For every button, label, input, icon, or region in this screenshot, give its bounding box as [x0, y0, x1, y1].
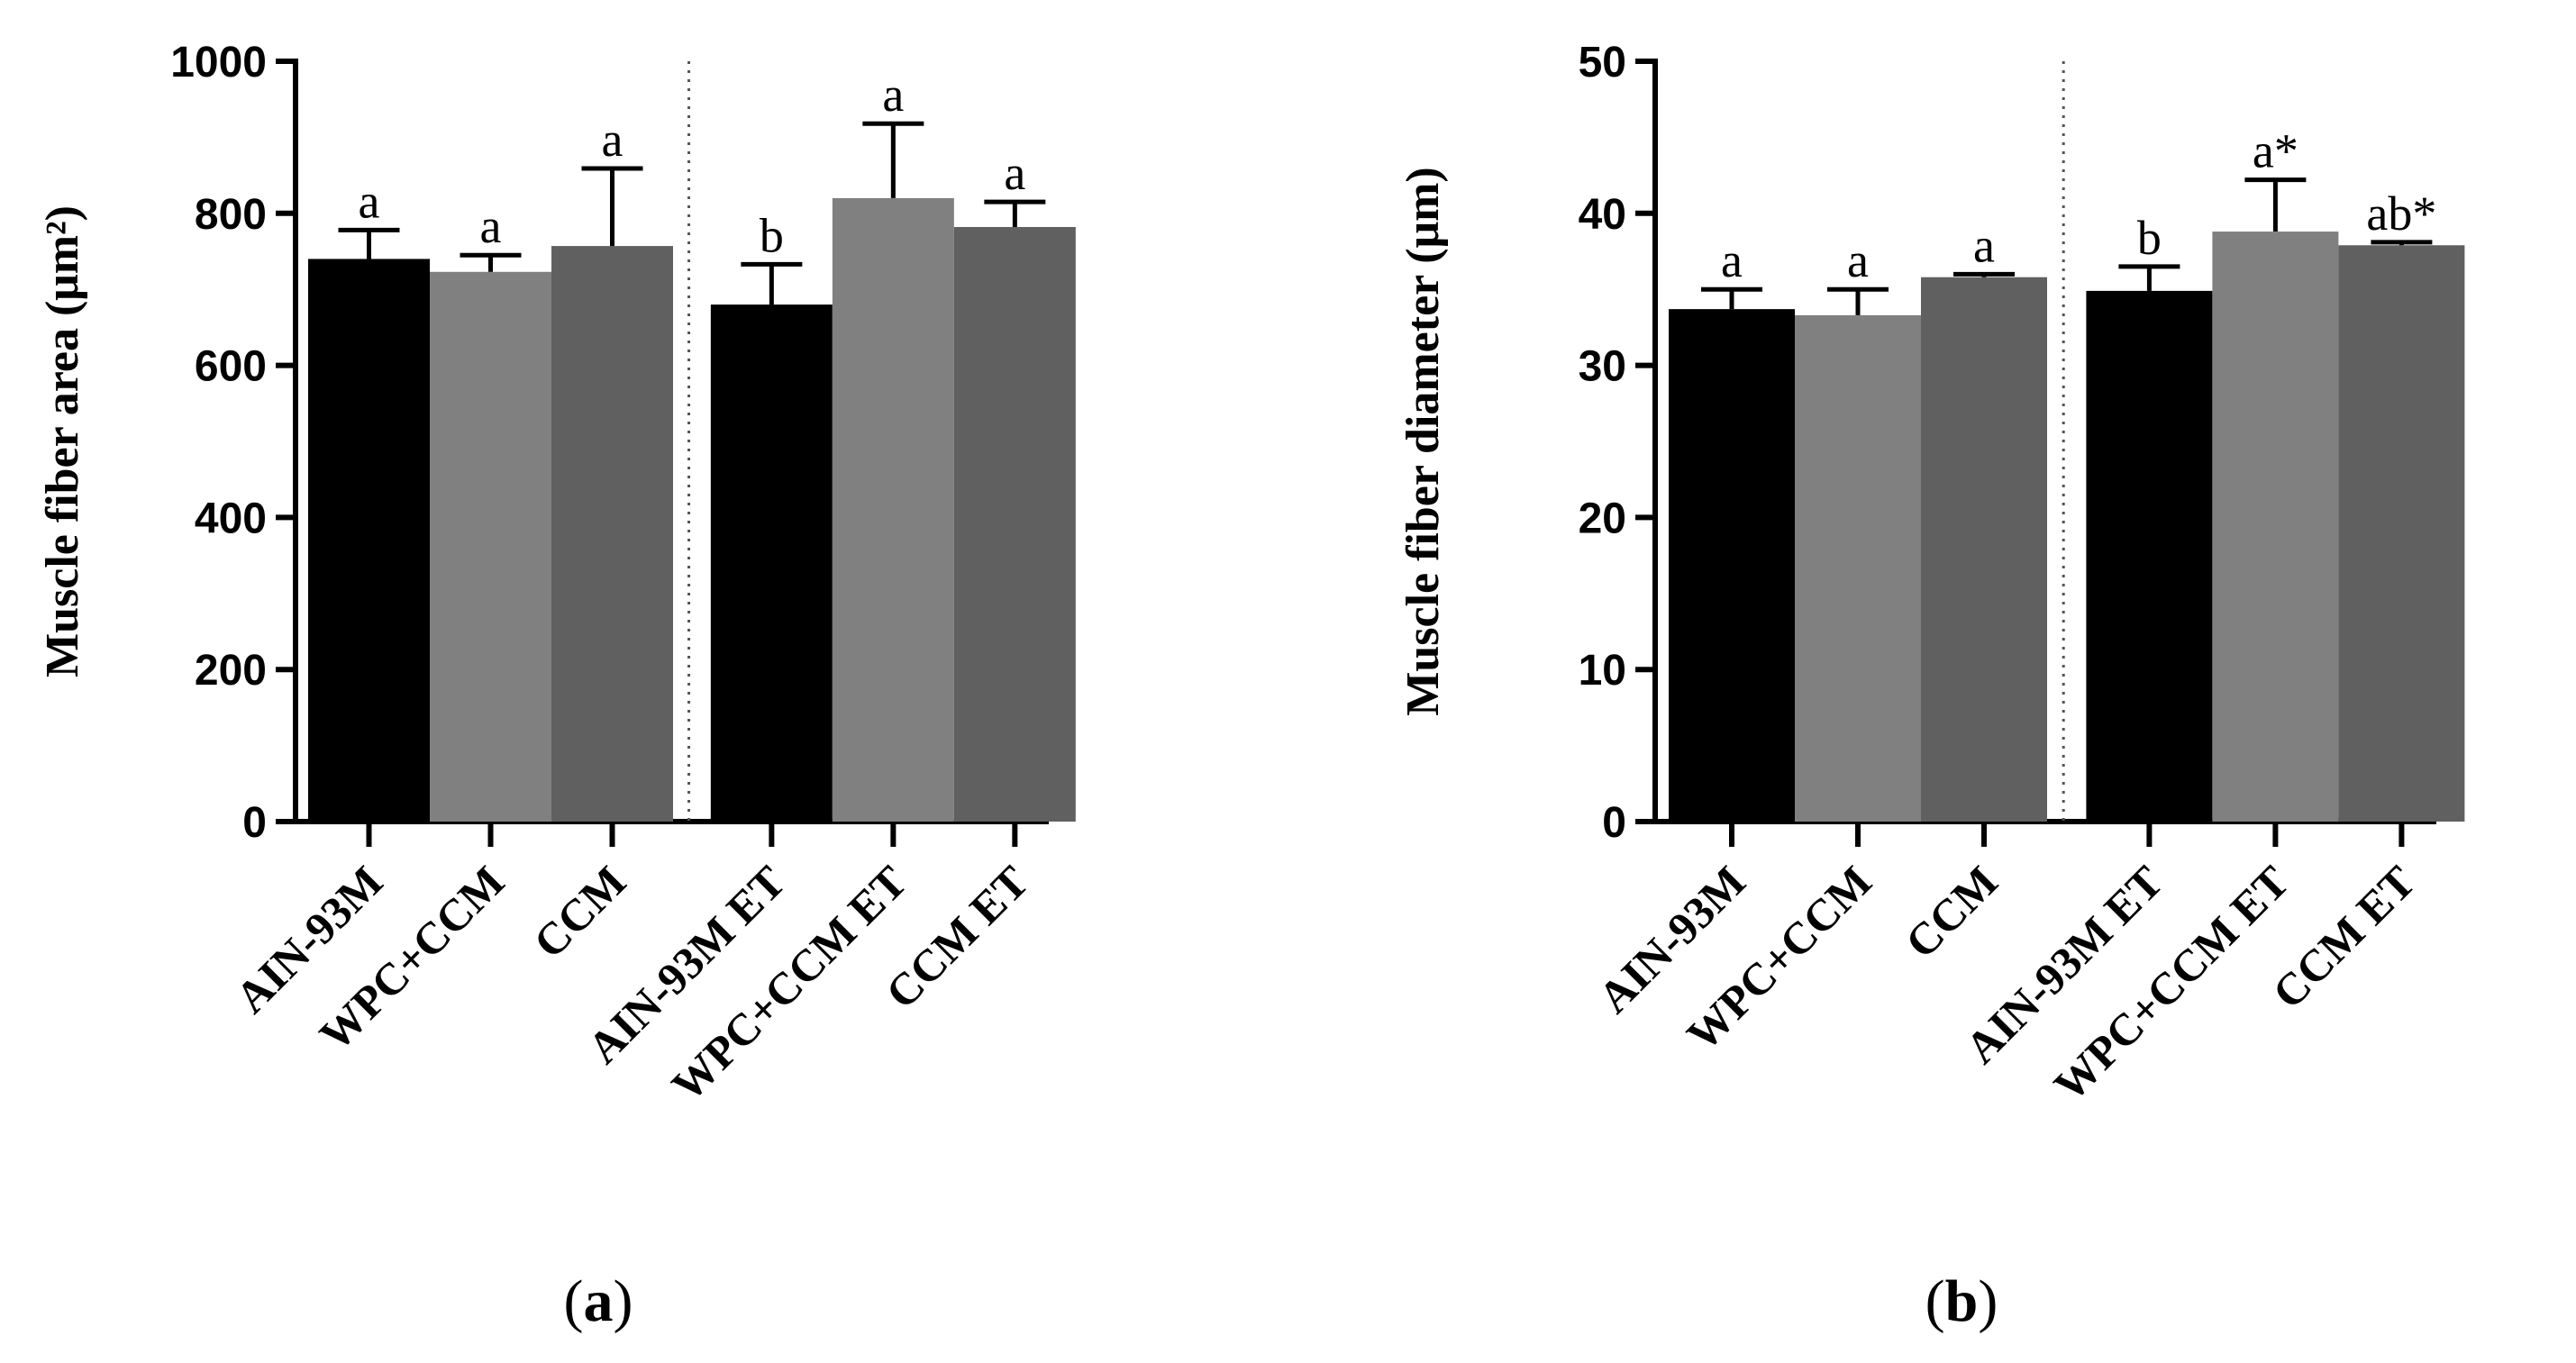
y-tick-label: 800	[195, 191, 267, 239]
bar	[430, 271, 551, 822]
significance-label: a	[1847, 233, 1869, 287]
x-tick-label: CCM	[523, 856, 635, 968]
bar	[1921, 277, 2047, 822]
y-tick-label: 0	[1602, 799, 1626, 847]
bar	[710, 304, 833, 822]
panel-label: (a)	[564, 1268, 633, 1334]
bar	[2086, 290, 2213, 822]
significance-label: b	[2137, 211, 2162, 265]
significance-label: a	[480, 199, 502, 253]
y-tick-label: 200	[195, 647, 267, 695]
panel-a: 0 200 400 600 800 1000 Muscle fiber area (μm²)…	[37, 39, 1076, 1334]
y-tick-label: 50	[1579, 39, 1626, 86]
bar	[832, 197, 954, 822]
significance-label: a	[602, 113, 624, 167]
y-axis-title: Muscle fiber diameter (μm)	[1397, 167, 1449, 715]
significance-label: a	[1004, 146, 1025, 200]
significance-label: b	[760, 208, 784, 262]
y-tick-label: 20	[1579, 495, 1626, 542]
bar	[2212, 232, 2339, 822]
bar	[551, 246, 673, 822]
y-axis-title: Muscle fiber area (μm²)	[37, 205, 88, 677]
y-tick-label: 400	[195, 495, 267, 542]
significance-label: a*	[2253, 124, 2298, 178]
significance-label: a	[1973, 218, 1995, 272]
bar	[308, 259, 430, 822]
y-tick-label: 1000	[170, 39, 267, 86]
bar	[953, 226, 1076, 822]
panel-label: (b)	[1925, 1268, 1998, 1334]
bar	[1795, 314, 1921, 822]
y-tick-label: 40	[1579, 191, 1626, 239]
bar	[1669, 309, 1795, 822]
significance-label: a	[882, 68, 904, 122]
significance-label: a	[359, 174, 380, 228]
bar	[2338, 245, 2465, 822]
y-tick-label: 600	[195, 343, 267, 391]
x-tick-label: CCM	[1896, 856, 2007, 968]
y-tick-label: 0	[242, 799, 267, 847]
significance-label: ab*	[2366, 186, 2436, 241]
significance-label: a	[1721, 233, 1743, 287]
y-tick-label: 10	[1579, 647, 1626, 695]
y-tick-label: 30	[1579, 343, 1626, 391]
x-tick-label: WPC+CCM ET	[2044, 856, 2299, 1111]
